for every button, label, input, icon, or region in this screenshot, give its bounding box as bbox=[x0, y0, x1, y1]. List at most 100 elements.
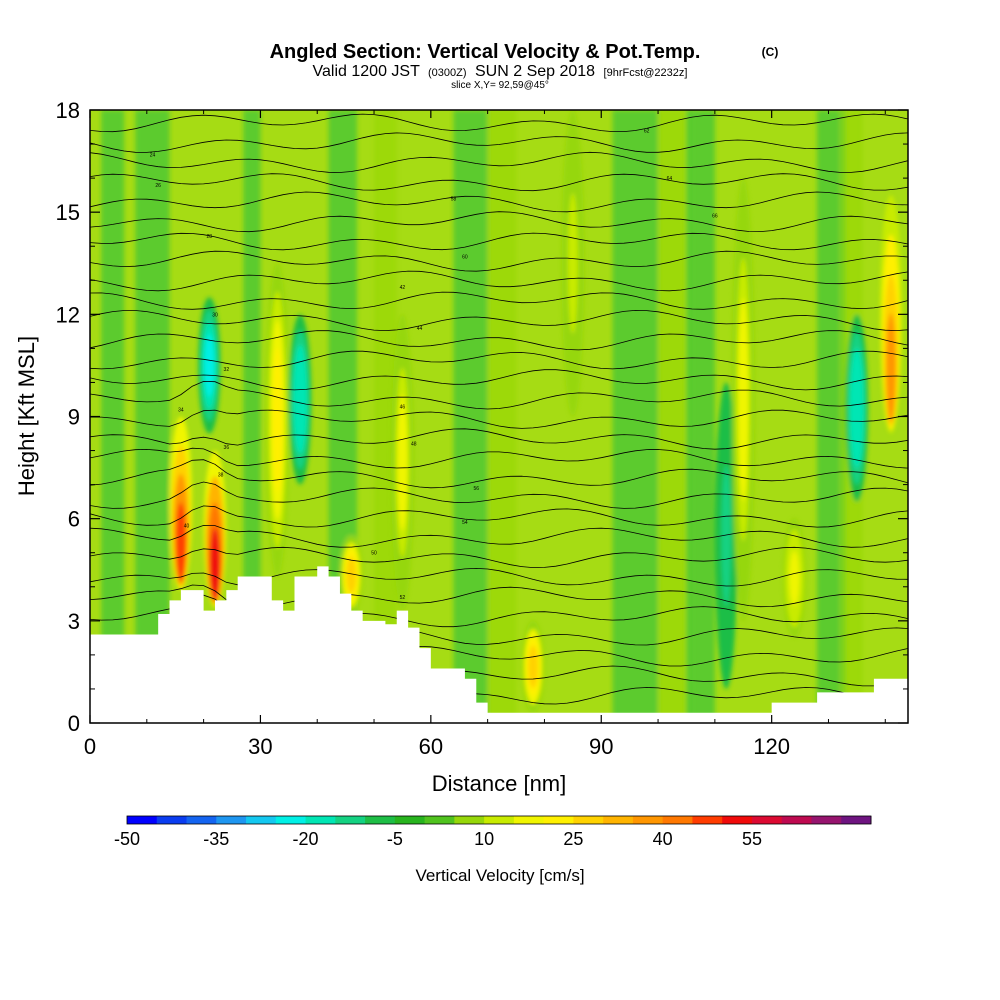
velocity-cell bbox=[528, 645, 538, 688]
colorbar-swatch bbox=[275, 816, 307, 824]
colorbar-tick-label: 25 bbox=[563, 829, 583, 849]
theta-contour-label: 38 bbox=[218, 472, 224, 478]
colorbar-swatch bbox=[424, 816, 455, 824]
theta-contour bbox=[90, 546, 908, 569]
velocity-cell bbox=[272, 347, 283, 492]
velocity-band bbox=[686, 110, 715, 723]
velocity-cell bbox=[567, 192, 578, 334]
theta-contour-label: 28 bbox=[207, 234, 213, 240]
y-tick-label: 3 bbox=[68, 609, 80, 634]
chart-title: Angled Section: Vertical Velocity & Pot.… bbox=[270, 41, 701, 63]
theta-contour-label: 64 bbox=[667, 176, 673, 182]
theta-contour bbox=[90, 409, 908, 429]
x-tick-label: 30 bbox=[248, 734, 272, 759]
x-tick-label: 120 bbox=[753, 734, 790, 759]
colorbar-tick-label: 40 bbox=[653, 829, 673, 849]
colorbar-tick-label: -5 bbox=[387, 829, 403, 849]
colorbar-swatch bbox=[394, 816, 426, 824]
theta-contour-label: 56 bbox=[473, 486, 479, 492]
y-tick-label: 9 bbox=[68, 405, 80, 430]
theta-contour bbox=[90, 524, 908, 548]
velocity-cell bbox=[738, 297, 749, 502]
chart-title-unit: (C) bbox=[762, 45, 779, 59]
theta-contour-label: 50 bbox=[371, 551, 377, 557]
subtitle-valid: Valid 1200 JST bbox=[313, 63, 421, 80]
y-tick-label: 18 bbox=[56, 98, 80, 123]
velocity-cell bbox=[789, 550, 800, 606]
colorbar-swatch bbox=[751, 816, 783, 824]
theta-contour-label: 48 bbox=[411, 442, 417, 448]
theta-contour-label: 44 bbox=[417, 326, 423, 332]
theta-contour bbox=[90, 459, 908, 489]
plot-area: 24 26 28 30 32 34 36 38 40 42 44 46 48 50 52 54 56 58 60 62… bbox=[90, 110, 908, 723]
theta-contour bbox=[90, 380, 908, 410]
y-tick-label: 0 bbox=[68, 711, 80, 736]
colorbar-swatch bbox=[246, 816, 277, 824]
velocity-band bbox=[374, 110, 397, 723]
velocity-cell bbox=[721, 465, 732, 607]
theta-contour-label: 26 bbox=[155, 183, 161, 189]
theta-contour-label: 46 bbox=[400, 404, 406, 410]
colorbar-swatch bbox=[722, 816, 753, 824]
potential-temperature-contours: 24 26 28 30 32 34 36 38 40 42 44 46 48 50 52 54 56 58 60 62… bbox=[90, 113, 908, 705]
slice-label: slice X,Y= 92,59@45° bbox=[451, 80, 549, 91]
velocity-cell bbox=[210, 528, 220, 601]
colorbar-swatch bbox=[632, 816, 664, 824]
theta-contour-label: 54 bbox=[462, 520, 468, 526]
theta-contour-label: 30 bbox=[212, 312, 218, 318]
subtitle-forecast: [9hrFcst@2232z] bbox=[604, 67, 688, 79]
velocity-cell bbox=[886, 313, 896, 423]
colorbar-swatch bbox=[513, 816, 545, 824]
theta-contour bbox=[90, 309, 908, 332]
velocity-band bbox=[243, 110, 261, 723]
colorbar-tick-label: 10 bbox=[474, 829, 494, 849]
colorbar-swatch bbox=[454, 816, 485, 824]
colorbar-label: Vertical Velocity [cm/s] bbox=[415, 866, 584, 885]
theta-contour-label: 32 bbox=[224, 367, 230, 373]
colorbar-swatch bbox=[662, 816, 693, 824]
velocity-band bbox=[612, 110, 659, 723]
colorbar-swatch bbox=[365, 816, 396, 824]
y-axis-label: Height [Kft MSL] bbox=[14, 336, 39, 496]
chart-subtitle: Valid 1200 JST (0300Z) SUN 2 Sep 2018 [9… bbox=[313, 63, 688, 80]
theta-contour bbox=[90, 481, 908, 509]
theta-contour bbox=[90, 270, 908, 292]
theta-contour bbox=[90, 584, 908, 608]
theta-contour bbox=[90, 232, 908, 251]
velocity-cell bbox=[397, 394, 408, 531]
colorbar-tick-label: -50 bbox=[114, 829, 140, 849]
theta-contour bbox=[90, 505, 908, 528]
colorbar-swatch bbox=[484, 816, 515, 824]
theta-contour bbox=[90, 250, 908, 272]
colorbar-swatch bbox=[811, 816, 842, 824]
y-tick-label: 15 bbox=[56, 200, 80, 225]
theta-contour-label: 34 bbox=[178, 408, 184, 414]
y-tick-label: 12 bbox=[56, 302, 80, 327]
subtitle-date: SUN 2 Sep 2018 bbox=[475, 63, 595, 80]
colorbar-swatch bbox=[305, 816, 336, 824]
velocity-band bbox=[487, 110, 517, 723]
theta-contour bbox=[90, 113, 908, 133]
terrain bbox=[90, 566, 908, 723]
colorbar: -50 -35 -20 -5 10 25 40 55 bbox=[114, 815, 872, 849]
subtitle-zulu: (0300Z) bbox=[428, 67, 467, 79]
theta-contour bbox=[90, 132, 908, 153]
theta-contour-label: 24 bbox=[150, 152, 156, 158]
velocity-cell bbox=[346, 556, 357, 593]
theta-contour-label: 66 bbox=[712, 214, 718, 220]
colorbar-swatch bbox=[603, 816, 634, 824]
theta-contour-label: 60 bbox=[462, 254, 468, 260]
theta-contour bbox=[90, 428, 908, 450]
x-tick-label: 60 bbox=[419, 734, 443, 759]
colorbar-swatch bbox=[781, 816, 812, 824]
theta-contour bbox=[90, 191, 908, 213]
theta-contour bbox=[90, 330, 908, 351]
x-axis-label: Distance [nm] bbox=[432, 771, 567, 796]
colorbar-swatch bbox=[841, 816, 872, 824]
x-tick-label: 0 bbox=[84, 734, 96, 759]
colorbar-tick-label: 55 bbox=[742, 829, 762, 849]
theta-contour-label: 42 bbox=[400, 285, 406, 291]
theta-contour bbox=[90, 291, 908, 310]
